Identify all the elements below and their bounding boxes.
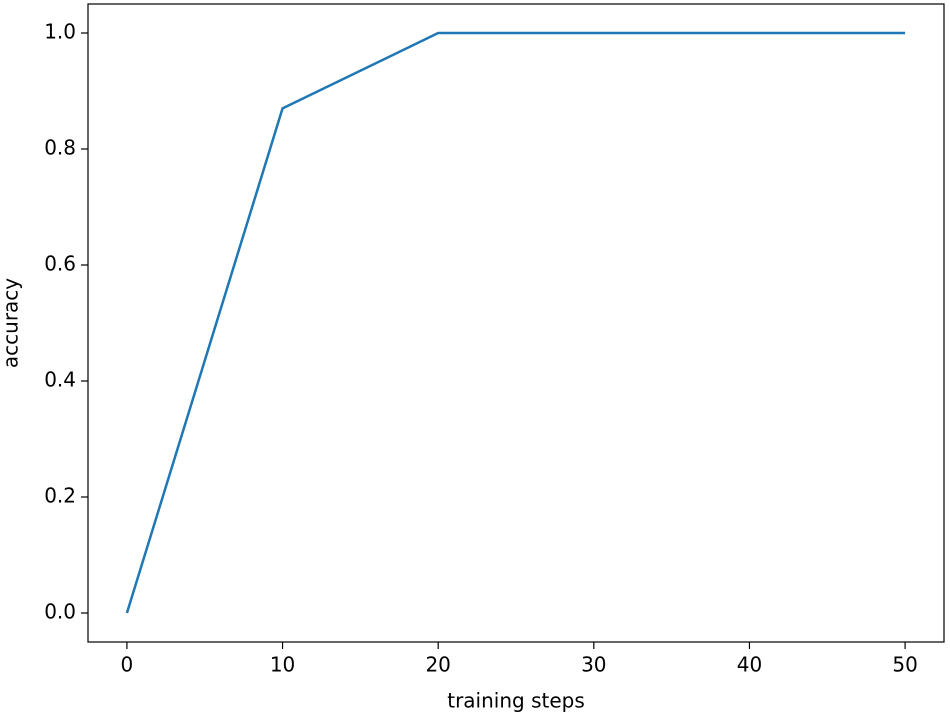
y-axis-label: accuracy: [0, 278, 23, 368]
line: [125, 31, 906, 614]
x-tick-label: 50: [892, 653, 917, 677]
x-tick-label: 10: [270, 653, 295, 677]
y-tick-label: 0.6: [44, 252, 76, 276]
x-tick-label: 40: [737, 653, 762, 677]
y-tick-label: 0.8: [44, 136, 76, 160]
y-tick-label: 1.0: [44, 20, 76, 44]
y-tick-label: 0.2: [44, 484, 76, 508]
plot-frame: [87, 3, 945, 643]
x-axis-label: training steps: [447, 689, 585, 713]
y-tick-label: 0.4: [44, 368, 76, 392]
x-tick-label: 30: [581, 653, 606, 677]
x-tick-label: 0: [121, 653, 134, 677]
y-tick-label: 0.0: [44, 600, 76, 624]
x-tick-label: 20: [425, 653, 450, 677]
